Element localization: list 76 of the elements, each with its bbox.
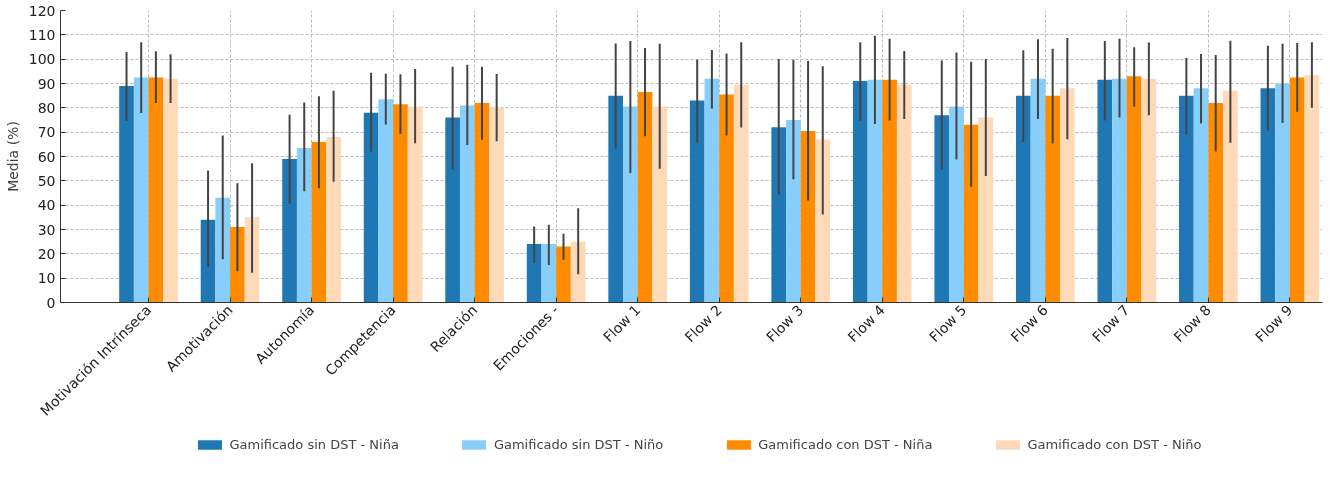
bar bbox=[637, 92, 653, 303]
bar bbox=[296, 147, 312, 303]
bar bbox=[133, 77, 149, 303]
bar bbox=[1260, 88, 1276, 303]
bar bbox=[1045, 95, 1060, 303]
bar bbox=[882, 79, 897, 303]
bar bbox=[230, 227, 245, 303]
y-tick-label: 40 bbox=[37, 197, 56, 214]
bar bbox=[1126, 76, 1142, 303]
bar bbox=[963, 124, 979, 303]
bar bbox=[215, 197, 231, 303]
bar bbox=[1015, 95, 1031, 303]
bar bbox=[1208, 102, 1224, 303]
bar bbox=[1112, 78, 1127, 303]
bar bbox=[474, 102, 490, 303]
bar bbox=[949, 106, 964, 303]
bar bbox=[719, 94, 734, 303]
y-tick-label: 70 bbox=[37, 124, 56, 141]
bar bbox=[393, 104, 408, 303]
bar bbox=[526, 244, 542, 303]
bar bbox=[652, 106, 668, 303]
y-tick-label: 20 bbox=[37, 245, 56, 262]
bar bbox=[163, 78, 178, 303]
y-tick-label: 90 bbox=[37, 75, 56, 92]
bar bbox=[282, 158, 297, 303]
bar bbox=[800, 130, 816, 303]
bar bbox=[623, 106, 638, 303]
bar bbox=[934, 115, 950, 303]
bar bbox=[786, 120, 801, 303]
bar bbox=[1193, 88, 1209, 303]
bar bbox=[815, 139, 831, 303]
bar bbox=[1223, 90, 1238, 303]
bar bbox=[407, 106, 423, 303]
bar bbox=[1141, 78, 1157, 303]
bar bbox=[119, 85, 134, 303]
bar bbox=[1097, 79, 1113, 303]
bar bbox=[326, 137, 341, 303]
bar bbox=[148, 77, 164, 303]
legend-label: Gamificado sin DST - Niño bbox=[493, 436, 664, 452]
y-axis-title: Media (%) bbox=[4, 121, 21, 192]
bar bbox=[541, 244, 557, 303]
bar bbox=[896, 84, 912, 303]
bar bbox=[489, 107, 504, 303]
bar bbox=[445, 117, 460, 303]
legend-label: Gamificado con DST - Niña bbox=[758, 436, 933, 452]
bar bbox=[1179, 95, 1194, 303]
bar bbox=[378, 99, 394, 303]
y-tick-label: 110 bbox=[28, 26, 56, 43]
bar bbox=[1030, 78, 1046, 303]
bar bbox=[771, 127, 787, 303]
bar bbox=[1275, 83, 1290, 303]
bar bbox=[1304, 74, 1320, 303]
y-tick-label: 120 bbox=[28, 2, 56, 19]
bar bbox=[570, 241, 586, 303]
bar bbox=[556, 246, 571, 303]
y-tick-label: 0 bbox=[46, 294, 56, 311]
bar bbox=[704, 78, 720, 303]
bar bbox=[852, 81, 868, 303]
bar bbox=[733, 84, 749, 303]
y-tick-label: 50 bbox=[37, 172, 56, 189]
legend-label: Gamificado sin DST - Niña bbox=[229, 436, 399, 452]
bar bbox=[311, 141, 327, 303]
bar bbox=[459, 105, 475, 303]
y-tick-label: 30 bbox=[37, 221, 56, 238]
bar bbox=[1289, 77, 1305, 303]
y-tick-label: 100 bbox=[28, 51, 56, 68]
bar bbox=[363, 112, 379, 303]
legend-label: Gamificado con DST - Niño bbox=[1027, 436, 1202, 452]
bar bbox=[608, 95, 624, 303]
bar bbox=[689, 100, 705, 303]
y-tick-label: 10 bbox=[37, 270, 56, 287]
y-tick-label: 60 bbox=[37, 148, 56, 165]
bar bbox=[978, 117, 994, 303]
y-tick-label: 80 bbox=[37, 99, 56, 116]
bar bbox=[867, 79, 883, 303]
bar bbox=[1059, 88, 1075, 303]
